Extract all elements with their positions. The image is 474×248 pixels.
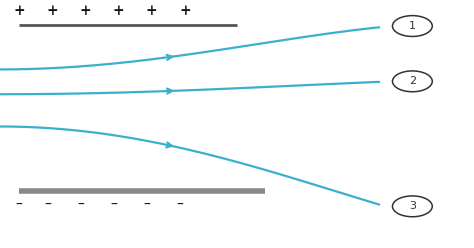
- Text: +: +: [146, 4, 157, 18]
- Text: –: –: [177, 198, 183, 212]
- Text: +: +: [179, 4, 191, 18]
- Text: +: +: [113, 4, 124, 18]
- Text: +: +: [80, 4, 91, 18]
- Text: +: +: [46, 4, 58, 18]
- Text: +: +: [13, 4, 25, 18]
- Text: –: –: [77, 198, 84, 212]
- Text: –: –: [44, 198, 51, 212]
- Text: 3: 3: [409, 201, 416, 211]
- Text: 2: 2: [409, 76, 416, 86]
- Text: –: –: [110, 198, 117, 212]
- Text: –: –: [144, 198, 150, 212]
- Text: –: –: [16, 198, 22, 212]
- Text: 1: 1: [409, 21, 416, 31]
